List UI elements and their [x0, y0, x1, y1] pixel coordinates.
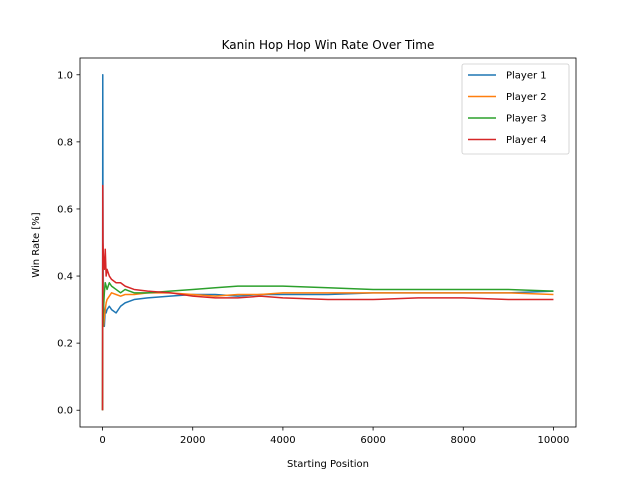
legend: Player 1 Player 2 Player 3 Player 4	[461, 63, 570, 155]
series-line-player-2	[101, 241, 554, 411]
legend-box	[461, 63, 570, 155]
y-tick-label: 0.6	[57, 204, 73, 215]
plot-area	[79, 57, 577, 428]
series-lines	[101, 74, 554, 411]
legend-entry-label: Player 3	[506, 114, 547, 125]
x-tick-label: 6000	[360, 435, 385, 446]
x-axis-label: Starting Position	[287, 459, 369, 470]
x-axis: 0 2000 4000 6000 8000 10000	[99, 427, 569, 446]
y-tick-label: 0.4	[57, 272, 73, 283]
y-axis: 0.0 0.2 0.4 0.6 0.8 1.0	[57, 70, 80, 417]
series-line-player-3	[101, 282, 554, 411]
chart-title: Kanin Hop Hop Win Rate Over Time	[222, 38, 435, 52]
legend-entry-label: Player 4	[506, 135, 547, 146]
legend-entry-label: Player 2	[506, 92, 547, 103]
legend-entry-label: Player 1	[506, 71, 547, 82]
series-line-player-4	[101, 184, 554, 411]
x-tick-label: 0	[99, 435, 105, 446]
axes-frame	[79, 57, 577, 428]
x-tick-label: 10000	[538, 435, 570, 446]
y-tick-label: 0.0	[57, 406, 73, 417]
x-tick-label: 4000	[270, 435, 295, 446]
y-tick-label: 1.0	[57, 70, 73, 81]
y-tick-label: 0.2	[57, 339, 73, 350]
x-tick-label: 2000	[180, 435, 205, 446]
x-tick-label: 8000	[451, 435, 476, 446]
y-axis-label: Win Rate [%]	[31, 212, 42, 277]
y-tick-label: 0.8	[57, 137, 73, 148]
